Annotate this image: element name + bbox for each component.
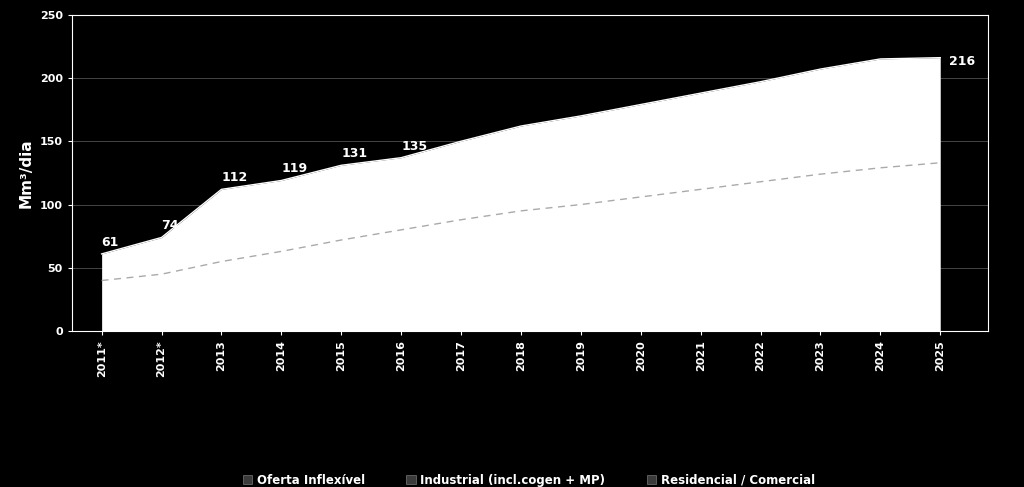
Text: 112: 112: [221, 171, 248, 184]
Text: 135: 135: [401, 140, 427, 152]
Text: 61: 61: [101, 236, 119, 249]
Text: 131: 131: [341, 147, 368, 160]
Y-axis label: Mm³/dia: Mm³/dia: [19, 138, 34, 207]
Text: 74: 74: [162, 220, 179, 232]
Legend: Oferta Inflexível, Bolívia Flexível, GNL, Industrial (incl.cogen + MP), GNV, Ref: Oferta Inflexível, Bolívia Flexível, GNL…: [239, 470, 821, 487]
Text: 119: 119: [282, 163, 307, 175]
Text: 216: 216: [949, 55, 975, 68]
